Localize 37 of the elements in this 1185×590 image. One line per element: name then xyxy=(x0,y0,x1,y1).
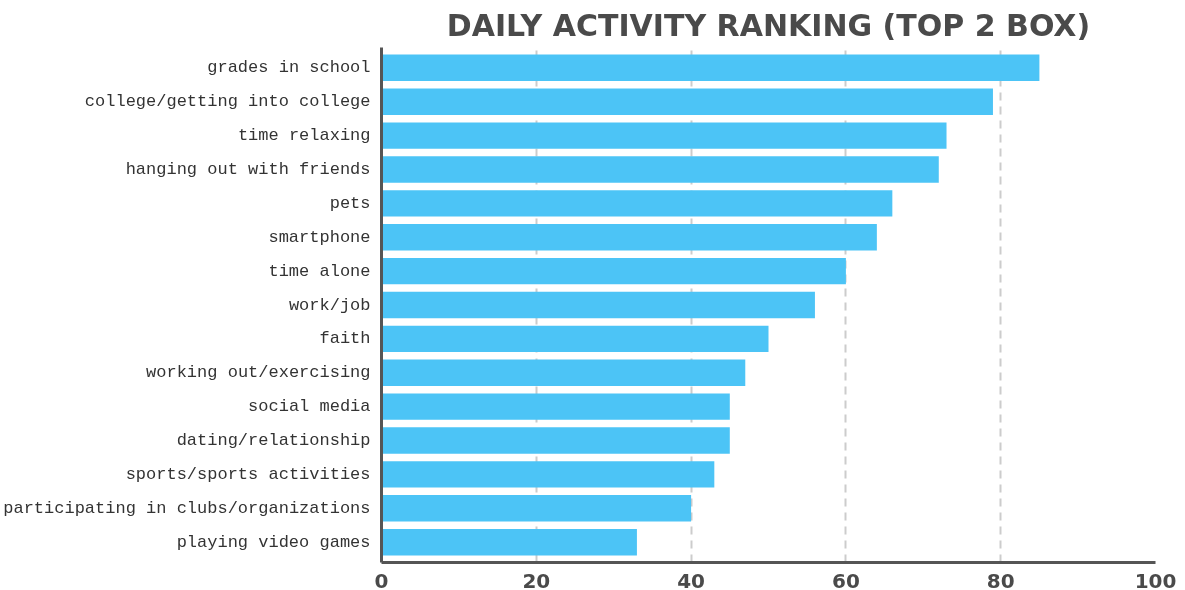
x-tick-label: 60 xyxy=(831,568,860,590)
y-tick-label: hanging out with friends xyxy=(125,159,371,179)
bar xyxy=(381,156,939,183)
bar xyxy=(381,427,730,454)
y-tick-label: work/job xyxy=(288,295,371,315)
bar xyxy=(381,461,715,488)
bar xyxy=(381,393,730,420)
x-tick-label: 40 xyxy=(677,568,706,590)
bar xyxy=(381,224,877,251)
bar xyxy=(381,54,1040,82)
bar xyxy=(381,325,769,353)
y-tick-label: participating in clubs/organizations xyxy=(3,498,371,518)
y-tick-label: pets xyxy=(329,193,371,213)
x-tick-label: 100 xyxy=(1134,568,1177,590)
y-tick-label: faith xyxy=(319,329,371,349)
y-tick-label: social media xyxy=(248,397,371,417)
bar xyxy=(381,122,947,149)
bar xyxy=(381,190,893,217)
bar xyxy=(381,528,637,556)
y-tick-label: time alone xyxy=(268,261,371,281)
x-tick-label: 20 xyxy=(522,568,551,590)
x-tick-label: 0 xyxy=(374,568,389,590)
y-tick-label: time relaxing xyxy=(237,126,371,146)
y-tick-label: dating/relationship xyxy=(176,431,371,451)
y-tick-label: sports/sports activities xyxy=(125,464,371,484)
bar xyxy=(381,359,746,386)
y-tick-label: working out/exercising xyxy=(146,363,371,383)
bar xyxy=(381,495,692,522)
bar xyxy=(381,88,993,115)
y-tick-label: college/getting into college xyxy=(84,92,371,112)
bar xyxy=(381,257,846,285)
y-tick-label: grades in school xyxy=(207,58,371,78)
chart-title: DAILY ACTIVITY RANKING (TOP 2 BOX) xyxy=(446,7,1091,43)
y-tick-label: playing video games xyxy=(176,532,371,552)
y-tick-label: smartphone xyxy=(268,227,371,247)
bar xyxy=(381,291,815,319)
x-tick-label: 80 xyxy=(986,568,1015,590)
